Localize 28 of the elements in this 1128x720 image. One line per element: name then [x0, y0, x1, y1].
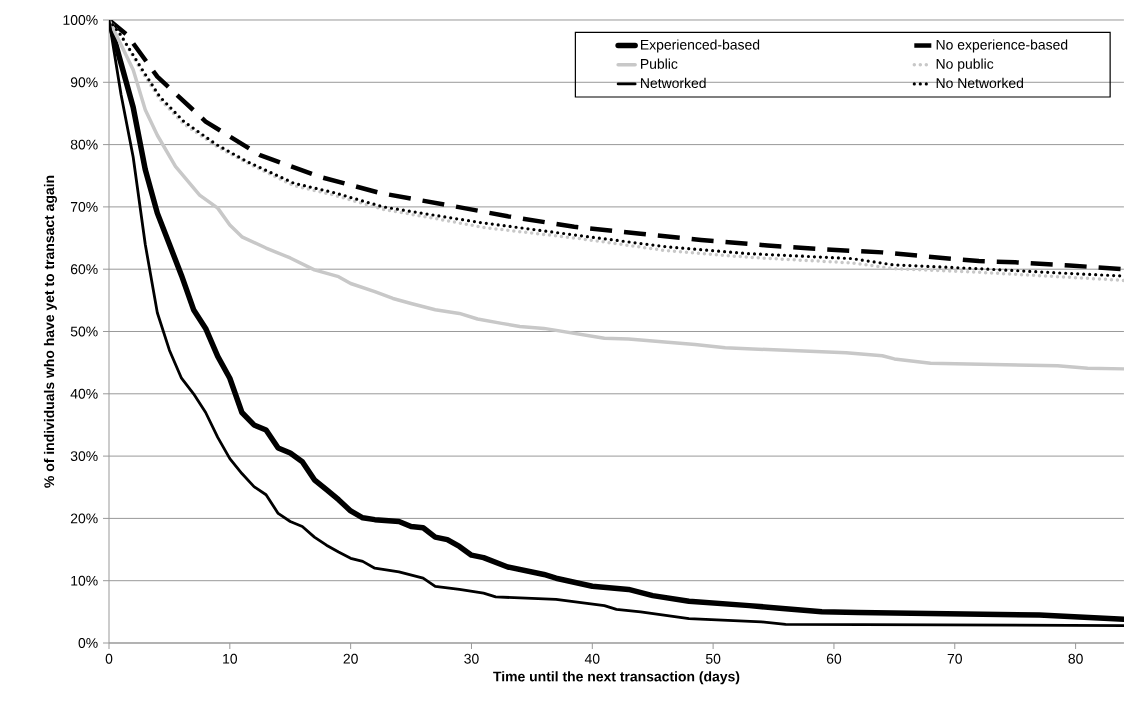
- legend-label: Networked: [641, 77, 706, 89]
- x-tick-label: 10: [223, 653, 238, 664]
- y-tick-label: 80%: [70, 139, 98, 150]
- y-axis-title: % of individuals who have yet to transact again: [43, 175, 57, 488]
- x-tick-label: 30: [464, 653, 479, 664]
- y-tick-label: 30%: [70, 451, 98, 462]
- legend-label: Experienced-based: [641, 39, 760, 53]
- x-tick-label: 80: [1068, 653, 1083, 664]
- x-tick-label: 60: [826, 653, 842, 664]
- x-axis-title: Time until the next transaction (days): [493, 671, 740, 685]
- legend-label: No Networked: [936, 77, 1023, 89]
- x-tick-label: 50: [705, 653, 721, 664]
- y-tick-label: 10%: [71, 575, 98, 586]
- y-tick-label: 90%: [70, 77, 98, 88]
- y-tick-label: 50%: [70, 326, 98, 337]
- x-tick-label: 40: [584, 653, 600, 664]
- legend-label: No public: [936, 58, 994, 72]
- y-tick-label: 70%: [70, 201, 98, 212]
- x-tick-label: 0: [105, 653, 113, 664]
- y-tick-label: 60%: [70, 264, 98, 275]
- y-tick-label: 100%: [63, 15, 98, 25]
- x-tick-label: 20: [343, 653, 358, 664]
- x-tick-label: 70: [947, 653, 962, 664]
- y-tick-label: 20%: [70, 513, 98, 524]
- y-tick-label: 40%: [70, 388, 98, 399]
- legend-label: Public: [641, 58, 678, 69]
- y-tick-label: 0%: [78, 638, 98, 648]
- legend-label: No experience-based: [936, 39, 1068, 53]
